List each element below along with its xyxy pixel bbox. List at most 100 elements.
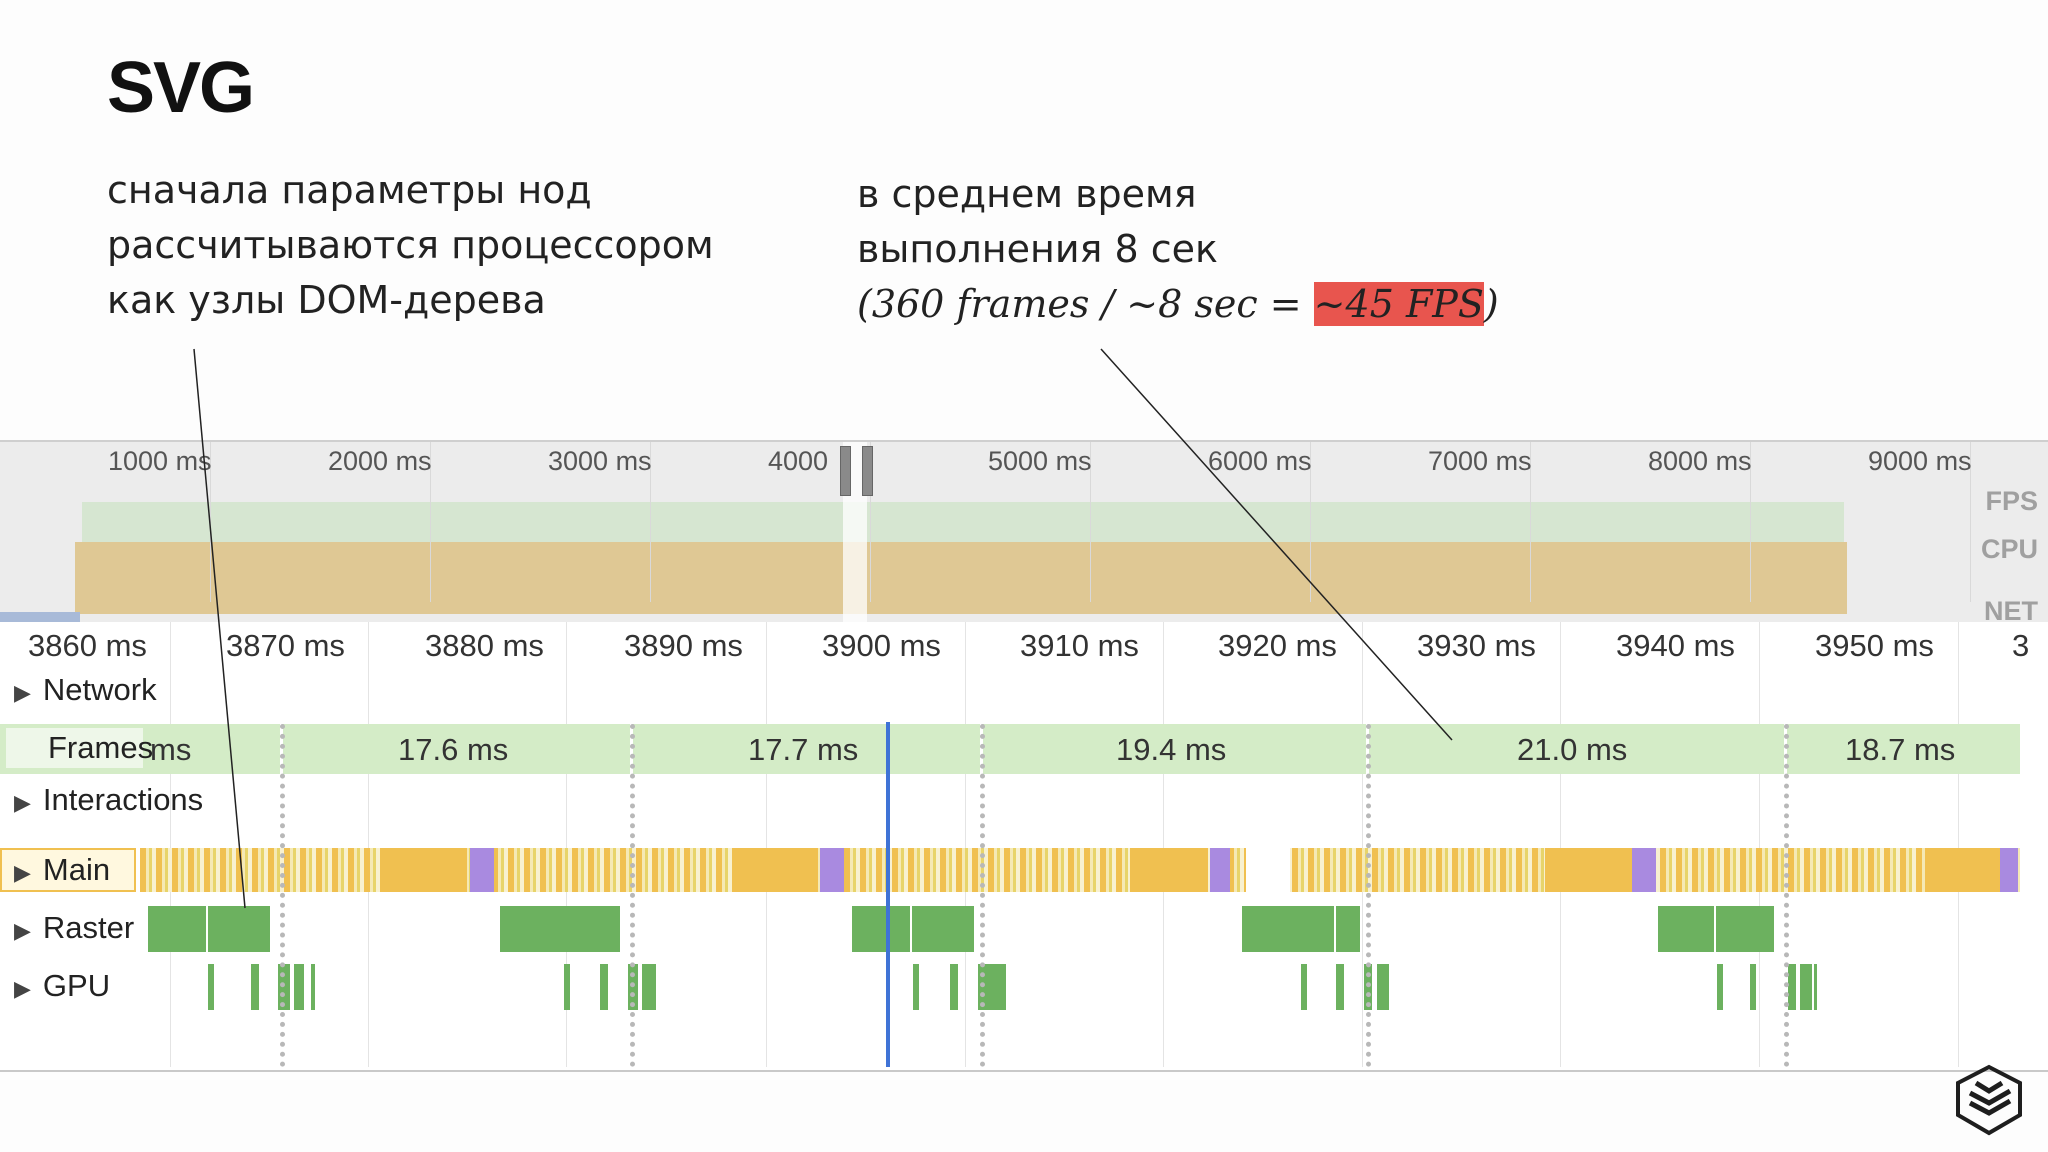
- frame-segment[interactable]: [633, 724, 983, 774]
- frame-segment[interactable]: [1369, 724, 1787, 774]
- cpu-chart: [75, 542, 1847, 614]
- overview-tick: 5000 ms: [988, 446, 1092, 476]
- overview-tick: 8000 ms: [1648, 446, 1752, 476]
- gpu-task[interactable]: [1800, 964, 1812, 1010]
- raster-task[interactable]: [1658, 906, 1774, 952]
- raster-task[interactable]: [500, 906, 620, 952]
- timeline-grid-line: [566, 622, 567, 1067]
- right-annotation-line: [1100, 348, 1453, 741]
- gpu-task[interactable]: [642, 964, 656, 1010]
- rendering-block[interactable]: [1210, 848, 1230, 892]
- timeline-tick: 3920 ms: [1218, 628, 1337, 663]
- stack-layers-icon: [1956, 1064, 2022, 1136]
- timeline-grid-line: [1958, 622, 1959, 1067]
- triangle-right-icon[interactable]: ▶: [14, 790, 31, 815]
- gpu-task[interactable]: [1301, 964, 1307, 1010]
- track-interactions-label: Interactions: [42, 782, 204, 817]
- timeline-tick: 3930 ms: [1417, 628, 1536, 663]
- overview-tick: 2000 ms: [328, 446, 432, 476]
- overview-panel[interactable]: 1000 ms 2000 ms 3000 ms 4000 5000 ms 600…: [0, 440, 2048, 626]
- overview-tick: 7000 ms: [1428, 446, 1532, 476]
- frame-boundary: [980, 724, 985, 1067]
- overview-grid-line: [870, 442, 871, 602]
- track-main[interactable]: ▶ Main: [14, 852, 110, 888]
- scripting-block[interactable]: [1545, 848, 1631, 892]
- track-frames-label[interactable]: Frames: [6, 728, 153, 768]
- track-network-label: Network: [42, 672, 157, 707]
- gpu-task[interactable]: [1717, 964, 1723, 1010]
- frame-segment[interactable]: [1787, 724, 2020, 774]
- timeline-tick: 3890 ms: [624, 628, 743, 663]
- raster-separator: [910, 906, 912, 952]
- raster-task[interactable]: [1242, 906, 1360, 952]
- gpu-task[interactable]: [208, 964, 214, 1010]
- selection-left-handle[interactable]: [840, 446, 851, 496]
- scripting-block[interactable]: [735, 848, 817, 892]
- timeline-grid-line: [1362, 622, 1363, 1067]
- timeline-panel[interactable]: 3860 ms 3870 ms 3880 ms 3890 ms 3900 ms …: [0, 622, 2048, 1072]
- gpu-task[interactable]: [600, 964, 608, 1010]
- track-raster[interactable]: ▶ Raster: [14, 910, 134, 946]
- timeline-grid-line: [766, 622, 767, 1067]
- frame-boundary: [280, 724, 285, 1067]
- track-gpu[interactable]: ▶ GPU: [14, 968, 110, 1004]
- gpu-task[interactable]: [294, 964, 304, 1010]
- overview-grid-line: [1310, 442, 1311, 602]
- frame-segment[interactable]: [283, 724, 633, 774]
- frame-duration: 21.0 ms: [1517, 732, 1628, 767]
- timeline-tick: 3950 ms: [1815, 628, 1934, 663]
- scripting-block[interactable]: [1130, 848, 1208, 892]
- triangle-right-icon[interactable]: ▶: [14, 680, 31, 705]
- right-note-line-2: выполнения 8 сек: [857, 227, 1218, 271]
- overview-tick: 3000 ms: [548, 446, 652, 476]
- track-network[interactable]: ▶ Network: [14, 672, 157, 708]
- main-thread-activity[interactable]: [140, 848, 2020, 892]
- overview-grid-line: [430, 442, 431, 602]
- gpu-task[interactable]: [1377, 964, 1389, 1010]
- frame-segment[interactable]: [983, 724, 1369, 774]
- selection-right-handle[interactable]: [862, 446, 873, 496]
- scripting-block[interactable]: [1925, 848, 2000, 892]
- track-interactions[interactable]: ▶ Interactions: [14, 782, 203, 818]
- rendering-block[interactable]: [2000, 848, 2018, 892]
- right-note-line-1: в среднем время: [857, 172, 1197, 216]
- formula-prefix: (360 frames / ~8 sec =: [857, 282, 1314, 326]
- playhead-cursor[interactable]: [886, 722, 890, 1067]
- timeline-tick: 3880 ms: [425, 628, 544, 663]
- main-idle-gap: [1246, 848, 1290, 892]
- right-note: в среднем время выполнения 8 сек (360 fr…: [857, 167, 1499, 332]
- rendering-block[interactable]: [1632, 848, 1656, 892]
- gpu-task[interactable]: [950, 964, 958, 1010]
- frames-track[interactable]: ms 17.6 ms 17.7 ms 19.4 ms 21.0 ms 18.7 …: [0, 724, 2020, 774]
- overview-tick: 1000 ms: [108, 446, 212, 476]
- triangle-right-icon[interactable]: ▶: [14, 860, 31, 885]
- frame-boundary: [630, 724, 635, 1067]
- triangle-right-icon[interactable]: ▶: [14, 976, 31, 1001]
- overview-grid-line: [1970, 442, 1971, 602]
- gpu-task[interactable]: [251, 964, 259, 1010]
- gpu-task[interactable]: [1814, 964, 1817, 1010]
- timeline-tick: 3860 ms: [28, 628, 147, 663]
- gpu-task[interactable]: [564, 964, 570, 1010]
- timeline-tick: 3900 ms: [822, 628, 941, 663]
- track-gpu-label: GPU: [42, 968, 111, 1003]
- gpu-task[interactable]: [1750, 964, 1756, 1010]
- left-note-line-1: сначала параметры нод: [107, 168, 592, 212]
- scripting-block[interactable]: [385, 848, 467, 892]
- gpu-task[interactable]: [913, 964, 919, 1010]
- formula-suffix: ): [1483, 282, 1499, 326]
- gpu-task[interactable]: [1788, 964, 1796, 1010]
- timeline-grid-line: [1560, 622, 1561, 1067]
- fps-row-label: FPS: [1985, 486, 2038, 516]
- raster-task[interactable]: [148, 906, 270, 952]
- gpu-task[interactable]: [1336, 964, 1344, 1010]
- triangle-right-icon[interactable]: ▶: [14, 918, 31, 943]
- frame-duration: 17.7 ms: [748, 732, 859, 767]
- gpu-task[interactable]: [311, 964, 315, 1010]
- rendering-block[interactable]: [820, 848, 844, 892]
- rendering-block[interactable]: [470, 848, 494, 892]
- cpu-row-label: CPU: [1980, 534, 2038, 564]
- overview-grid-line: [1530, 442, 1531, 602]
- raster-task[interactable]: [852, 906, 974, 952]
- raster-separator: [206, 906, 208, 952]
